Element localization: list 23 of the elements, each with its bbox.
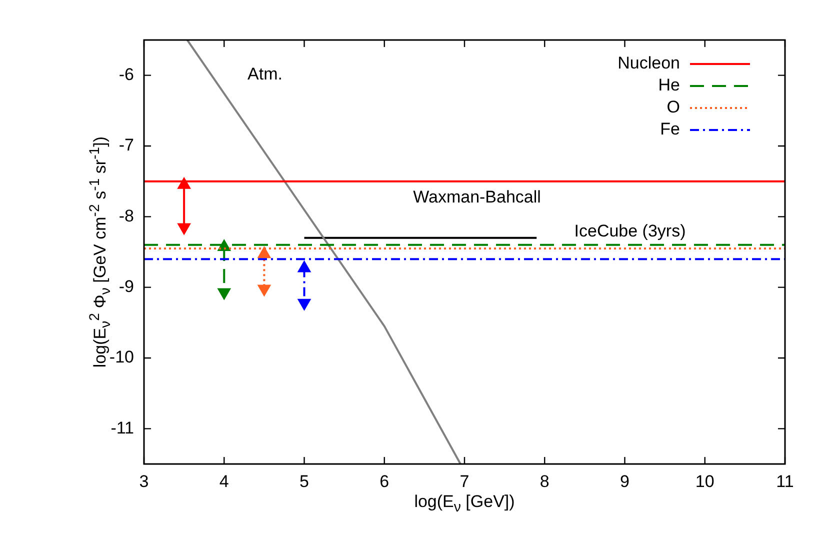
legend-label: He xyxy=(658,76,680,95)
x-tick-label: 11 xyxy=(776,472,794,491)
y-tick-label: -11 xyxy=(110,418,134,438)
x-axis-title: log(E$_{ν}$ [GeV]) xyxy=(413,492,516,516)
annotation: IceCube (3yrs) xyxy=(574,222,686,241)
y-tick-label: -7 xyxy=(118,136,134,155)
x-tick-label: 9 xyxy=(620,472,630,491)
x-tick-label: 10 xyxy=(695,472,714,491)
legend-label: O xyxy=(666,98,680,117)
y-tick-label: -10 xyxy=(109,348,134,367)
y-tick-label: -9 xyxy=(118,277,134,296)
y-tick-label: -6 xyxy=(118,65,134,84)
x-tick-label: 5 xyxy=(300,472,309,491)
x-tick-label: 3 xyxy=(139,472,149,491)
legend-label: Fe xyxy=(660,120,680,139)
x-tick-label: 6 xyxy=(380,472,390,491)
x-tick-label: 4 xyxy=(219,472,229,491)
annotation: Atm. xyxy=(248,64,282,84)
x-tick-label: 8 xyxy=(540,472,550,491)
x-tick-label: 7 xyxy=(460,472,470,491)
legend-label: Nucleon xyxy=(618,54,680,73)
annotation: Waxman-Bahcall xyxy=(413,188,541,207)
y-tick-label: -8 xyxy=(118,206,134,226)
